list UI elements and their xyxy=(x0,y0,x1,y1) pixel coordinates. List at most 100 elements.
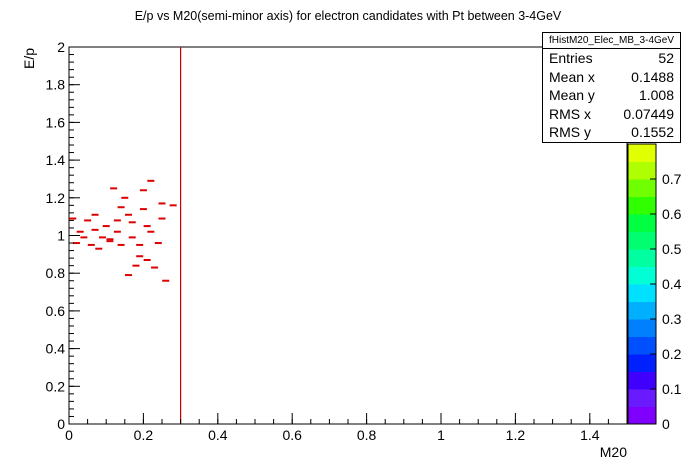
stats-row: Entries 52 xyxy=(543,49,680,68)
color-palette: 0 0.1 0.2 0.3 0.4 0.5 0.6 0.7 xyxy=(627,143,682,432)
data-cell xyxy=(136,243,144,246)
data-cell xyxy=(147,230,155,233)
x-tick-label: 0.2 xyxy=(134,427,154,443)
x-tick-label: 1.4 xyxy=(580,427,600,443)
palette-swatch xyxy=(628,179,656,197)
data-cell xyxy=(121,196,129,199)
data-cell xyxy=(84,219,92,222)
palette-swatch xyxy=(628,266,656,285)
data-cell xyxy=(169,204,177,207)
palette-swatch xyxy=(628,336,656,355)
data-cell xyxy=(69,217,77,220)
z-tick-label: 0.7 xyxy=(662,171,682,187)
stats-value: 0.1552 xyxy=(631,124,674,140)
palette-swatch xyxy=(628,319,656,337)
x-tick-label: 1.2 xyxy=(506,427,526,443)
y-tick-label: 0.4 xyxy=(46,341,66,357)
stats-label: Mean y xyxy=(549,87,595,103)
data-cell xyxy=(128,221,136,224)
data-cell xyxy=(72,242,80,245)
stats-row: RMS x 0.07449 xyxy=(543,105,680,124)
y-tick-label: 0.6 xyxy=(46,303,66,319)
palette-swatch xyxy=(628,249,656,267)
stats-label: Mean x xyxy=(549,68,595,85)
y-tick-label: 2 xyxy=(57,39,65,55)
data-cell xyxy=(117,243,125,246)
z-tick-label: 0 xyxy=(662,416,670,432)
y-tick-label: 0.8 xyxy=(46,265,66,281)
stats-row: Mean y 1.008 xyxy=(543,86,680,105)
data-cell xyxy=(143,259,151,262)
z-tick-label: 0.6 xyxy=(662,206,682,222)
data-cell xyxy=(136,255,144,258)
data-cell xyxy=(117,206,125,209)
data-cell xyxy=(139,208,147,211)
stats-row: Mean x 0.1488 xyxy=(543,68,680,87)
stats-title: fHistM20_Elec_MB_3-4GeV xyxy=(543,33,680,49)
data-cell xyxy=(106,240,114,243)
palette-swatch xyxy=(628,371,656,390)
stats-value: 1.008 xyxy=(638,87,674,103)
stats-value: 52 xyxy=(658,50,674,66)
data-cell xyxy=(80,236,88,239)
palette-swatch xyxy=(628,354,656,372)
data-cell xyxy=(162,279,170,282)
palette-swatch xyxy=(628,161,656,180)
data-cell xyxy=(128,236,136,239)
palette-swatch xyxy=(628,406,656,425)
x-tick-label: 0.6 xyxy=(282,427,302,443)
data-cell xyxy=(147,179,155,182)
data-cell xyxy=(132,264,140,267)
x-tick-label: 0.8 xyxy=(357,427,377,443)
data-cell xyxy=(76,230,84,233)
z-tick-label: 0.4 xyxy=(662,276,682,292)
stats-label: RMS y xyxy=(549,124,591,140)
data-cell xyxy=(125,213,133,216)
stats-value: 0.1488 xyxy=(631,68,674,85)
z-tick-label: 0.3 xyxy=(662,311,682,327)
data-cell xyxy=(110,187,118,190)
palette-swatch xyxy=(628,301,656,320)
z-tick-label: 0.1 xyxy=(662,381,682,397)
y-tick-label: 0 xyxy=(57,416,65,432)
data-marks xyxy=(69,47,182,424)
axes: 0 0.2 0.4 0.6 0.8 1 1.2 1.4 0 0.2 0.4 0.6 0.8 1 1.2 1.4… xyxy=(46,39,628,443)
data-cell xyxy=(151,266,159,269)
stats-row: RMS y 0.1552 xyxy=(543,123,680,142)
y-axis-label: E/p xyxy=(21,48,37,69)
chart-title: E/p vs M20(semi-minor axis) for electron… xyxy=(135,9,562,23)
y-tick-label: 0.2 xyxy=(46,378,66,394)
data-cell xyxy=(102,225,110,228)
data-cell xyxy=(98,236,106,239)
data-cell xyxy=(95,247,103,250)
data-cell xyxy=(87,243,95,246)
y-tick-label: 1.4 xyxy=(46,152,66,168)
palette-swatch xyxy=(628,231,656,250)
x-tick-label: 0.4 xyxy=(208,427,228,443)
stats-rows: Entries 52 Mean x 0.1488 Mean y 1.008 RMS x 0.0… xyxy=(543,49,680,142)
palette-swatch xyxy=(628,389,656,407)
palette-swatch xyxy=(628,214,656,232)
data-cell xyxy=(113,219,121,222)
data-cell xyxy=(154,242,162,245)
y-tick-label: 1.2 xyxy=(46,190,66,206)
z-tick-label: 0.5 xyxy=(662,241,682,257)
stats-label: RMS x xyxy=(549,105,591,122)
data-cell xyxy=(91,228,99,231)
y-tick-label: 1.6 xyxy=(46,114,66,130)
data-cell xyxy=(139,189,147,192)
x-tick-label: 1 xyxy=(437,427,445,443)
stats-box: fHistM20_Elec_MB_3-4GeV Entries 52 Mean x 0… xyxy=(542,32,681,143)
data-cell xyxy=(125,274,133,277)
data-cell xyxy=(158,217,166,220)
z-tick-label: 0.2 xyxy=(662,346,682,362)
y-tick-label: 1.8 xyxy=(46,77,66,93)
y-tick-label: 1 xyxy=(57,228,65,244)
x-tick-label: 0 xyxy=(65,427,73,443)
palette-swatch xyxy=(628,284,656,302)
data-cell xyxy=(91,213,99,216)
stats-label: Entries xyxy=(549,50,593,66)
data-cell xyxy=(113,230,121,233)
data-cell xyxy=(106,238,114,241)
data-cell xyxy=(158,202,166,205)
